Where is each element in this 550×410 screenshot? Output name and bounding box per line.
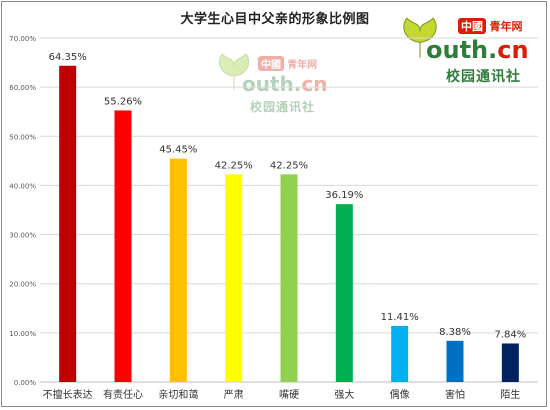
y-tick-label: 10.00% <box>9 330 36 338</box>
x-tick-label: 有责任心 <box>103 388 143 401</box>
x-tick-label: 陌生 <box>500 388 520 401</box>
data-label: 7.84% <box>494 329 526 340</box>
bar <box>114 110 132 382</box>
data-label: 36.19% <box>325 190 363 201</box>
y-tick-label: 0.00% <box>14 379 37 387</box>
ginkgo-leaf-icon <box>218 53 250 90</box>
y-tick-label: 40.00% <box>9 182 36 190</box>
logo-main-cn: cn <box>301 72 328 96</box>
data-label: 42.25% <box>270 160 308 171</box>
data-label: 55.26% <box>104 96 142 107</box>
y-tick-label: 50.00% <box>9 133 36 141</box>
x-tick-label: 严肃 <box>224 389 244 401</box>
logo-main-text: uth. <box>255 72 302 96</box>
x-tick-label: 强大 <box>334 388 354 401</box>
logo-badge: 中國 <box>458 18 486 34</box>
x-tick-label: 亲切和蔼 <box>158 388 198 401</box>
bar <box>446 340 464 382</box>
logo-brand: 青年网 <box>287 60 318 71</box>
x-tick-label: 偶像 <box>390 388 410 401</box>
bar <box>225 174 243 382</box>
logo-main-cn: cn <box>497 36 529 64</box>
y-tick-label: 30.00% <box>9 232 36 240</box>
logo-brand: 青年网 <box>489 20 523 33</box>
brand-logo: 中國 青年网 outh.cn 校园通讯社 <box>398 16 538 86</box>
logo-badge: 中國 <box>258 56 284 71</box>
x-tick-label: 害怕 <box>445 388 465 401</box>
data-label: 42.25% <box>215 160 253 171</box>
y-tick-label: 70.00% <box>9 35 36 43</box>
data-label: 45.45% <box>159 145 197 156</box>
logo-main-text: uth. <box>442 36 498 64</box>
bar <box>59 65 77 382</box>
data-label: 11.41% <box>381 312 419 323</box>
bar <box>335 204 353 382</box>
chart-title: 大学生心目中父亲的形象比例图 <box>180 12 370 27</box>
bar <box>501 343 519 382</box>
y-tick-label: 20.00% <box>9 281 36 289</box>
logo-sub: 校园通讯社 <box>446 69 521 85</box>
x-tick-label: 不擅长表达 <box>43 388 93 401</box>
bar <box>169 158 187 382</box>
bar <box>280 174 298 382</box>
logo-main-o: o <box>426 36 443 64</box>
data-label: 64.35% <box>49 52 87 63</box>
y-tick-label: 60.00% <box>9 84 36 92</box>
logo-sub: 校园通讯社 <box>250 100 316 114</box>
data-label: 8.38% <box>439 327 471 338</box>
logo-main-o: o <box>242 72 256 96</box>
bar <box>391 325 409 382</box>
x-tick-label: 嘴硬 <box>279 389 299 401</box>
watermark-logo: 中國 青年网 outh.cn 校园通讯社 <box>212 52 332 118</box>
